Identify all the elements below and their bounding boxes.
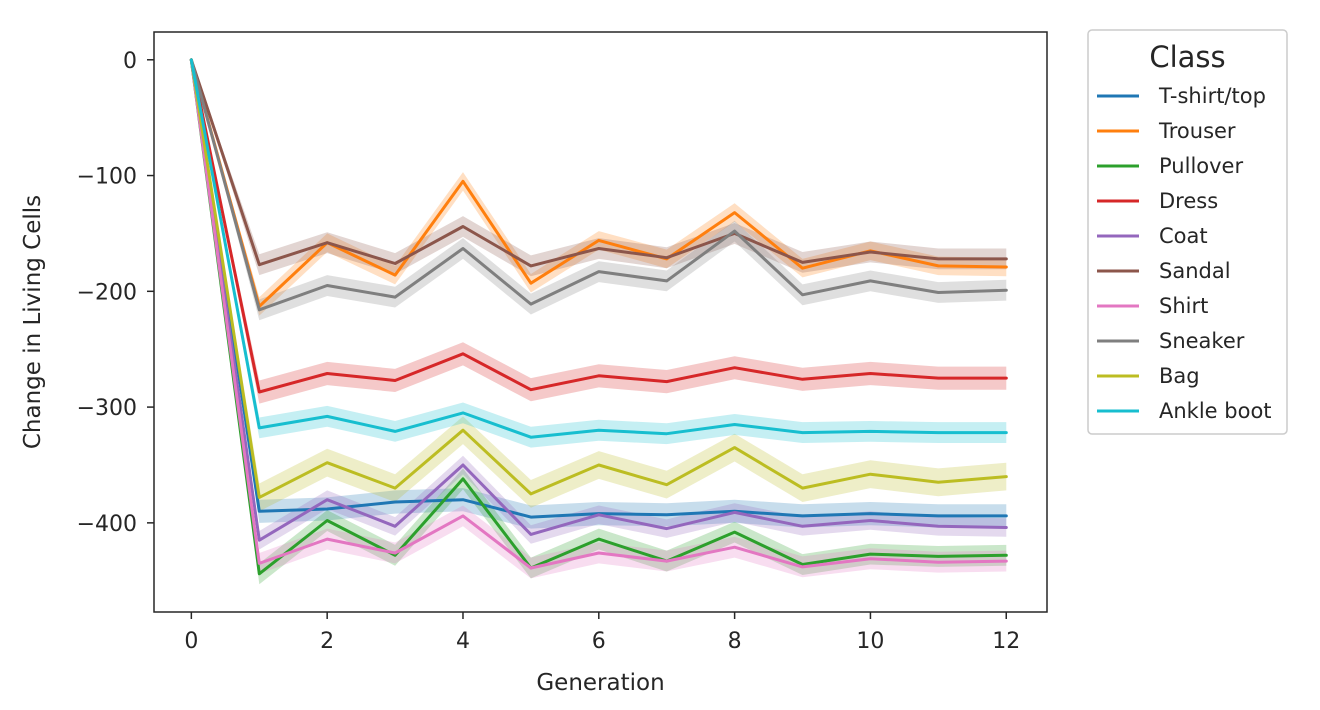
band-sneaker [191,59,1007,321]
legend-label-bag: Bag [1159,364,1200,388]
series-line-coat [189,58,1008,542]
legend-label-coat: Coat [1159,224,1208,248]
series-line-sneaker [189,58,1008,312]
legend-label-shirt: Shirt [1159,294,1208,318]
x-tick-label: 0 [184,629,198,654]
legend-label-dress: Dress [1159,189,1218,213]
legend-item-trouser: Trouser [1097,119,1236,143]
legend-title: Class [1149,40,1225,74]
legend-label-sandal: Sandal [1159,259,1231,283]
y-tick-label: −200 [77,280,137,305]
series-line-ankle-boot [189,58,1008,439]
series-line-shirt [189,58,1008,570]
y-axis: 0 −100 −200 −300 −400 [77,49,154,537]
x-tick-label: 10 [856,629,884,654]
series-line-dress [189,58,1008,394]
legend: Class T-shirt/top Trouser Pullover Dress Coa… [1087,29,1288,435]
legend-item-shirt: Shirt [1097,294,1208,318]
x-tick-label: 8 [728,629,742,654]
legend-label-trouser: Trouser [1158,119,1236,143]
legend-item-t-shirt-top: T-shirt/top [1097,84,1266,108]
legend-item-sneaker: Sneaker [1097,329,1245,353]
series-line-pullover [189,58,1008,576]
legend-label-ankle-boot: Ankle boot [1159,399,1272,423]
x-axis-label: Generation [536,670,664,696]
legend-items: T-shirt/top Trouser Pullover Dress Coat Sanda… [1097,84,1272,423]
x-tick-label: 6 [592,629,606,654]
legend-item-pullover: Pullover [1097,154,1243,178]
y-tick-label: −100 [77,165,137,190]
legend-label-t-shirt-top: T-shirt/top [1158,84,1266,108]
x-tick-label: 4 [456,629,470,654]
confidence-bands [191,59,1007,585]
y-tick-label: 0 [123,49,137,74]
y-tick-label: −300 [77,396,137,421]
series-line-bag [189,58,1008,499]
legend-item-sandal: Sandal [1097,259,1231,283]
x-tick-label: 2 [320,629,334,654]
band-trouser [191,59,1007,316]
x-tick-label: 12 [992,629,1020,654]
legend-item-dress: Dress [1097,189,1218,213]
legend-item-coat: Coat [1097,224,1208,248]
y-axis-label: Change in Living Cells [20,195,46,449]
legend-item-bag: Bag [1097,364,1200,388]
series-lines [189,58,1008,576]
legend-label-pullover: Pullover [1159,154,1243,178]
series-line-sandal [189,58,1008,268]
band-dress [191,59,1007,404]
legend-label-sneaker: Sneaker [1159,329,1245,353]
x-axis: 0 2 4 6 8 10 12 [184,612,1020,654]
legend-item-ankle-boot: Ankle boot [1097,399,1272,423]
plot-area-frame [153,31,1048,613]
y-tick-label: −400 [77,512,137,537]
band-sandal [191,59,1007,277]
